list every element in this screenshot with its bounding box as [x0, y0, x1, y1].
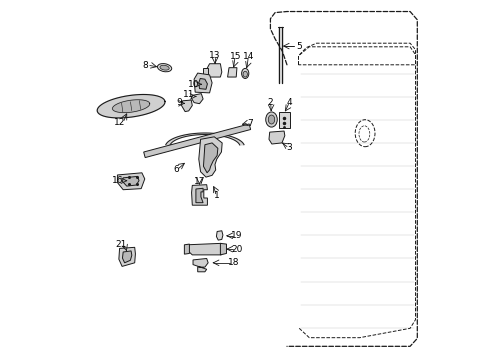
- Polygon shape: [203, 68, 208, 75]
- Polygon shape: [227, 68, 237, 77]
- Polygon shape: [206, 64, 222, 77]
- Polygon shape: [122, 176, 139, 186]
- Polygon shape: [191, 94, 203, 104]
- Polygon shape: [186, 243, 224, 255]
- Polygon shape: [199, 78, 207, 89]
- Polygon shape: [181, 100, 192, 112]
- Polygon shape: [220, 243, 226, 255]
- Polygon shape: [184, 244, 189, 254]
- Ellipse shape: [241, 68, 248, 78]
- Polygon shape: [117, 173, 144, 190]
- Text: 3: 3: [285, 143, 291, 152]
- Ellipse shape: [265, 112, 277, 127]
- Polygon shape: [216, 231, 223, 240]
- Polygon shape: [279, 112, 289, 128]
- Text: 6: 6: [173, 165, 179, 174]
- Text: 1: 1: [213, 192, 219, 200]
- Ellipse shape: [268, 115, 274, 124]
- Polygon shape: [112, 100, 149, 113]
- Text: 11: 11: [183, 90, 194, 99]
- Text: 4: 4: [286, 99, 292, 108]
- Text: 15: 15: [230, 53, 241, 62]
- Text: 5: 5: [296, 42, 302, 51]
- Text: 8: 8: [142, 61, 148, 70]
- Polygon shape: [199, 137, 222, 177]
- Text: 16: 16: [112, 176, 123, 185]
- Polygon shape: [191, 185, 207, 205]
- Text: 9: 9: [176, 98, 182, 107]
- Polygon shape: [203, 143, 218, 173]
- Ellipse shape: [243, 71, 247, 77]
- Polygon shape: [143, 124, 250, 158]
- Polygon shape: [268, 131, 284, 144]
- Polygon shape: [165, 133, 244, 145]
- Text: 10: 10: [187, 80, 199, 89]
- Text: 7: 7: [246, 119, 252, 128]
- Polygon shape: [196, 188, 203, 203]
- Polygon shape: [122, 251, 132, 263]
- Text: 12: 12: [113, 118, 124, 127]
- Ellipse shape: [160, 65, 169, 70]
- Text: 21: 21: [116, 240, 127, 249]
- Text: 19: 19: [230, 231, 242, 240]
- Text: 2: 2: [267, 99, 273, 108]
- Polygon shape: [97, 94, 164, 118]
- Text: 18: 18: [227, 258, 239, 267]
- Polygon shape: [119, 247, 135, 266]
- Text: 17: 17: [193, 177, 205, 186]
- Text: 20: 20: [230, 245, 242, 253]
- Polygon shape: [193, 258, 208, 272]
- Polygon shape: [194, 73, 212, 93]
- Text: 13: 13: [209, 51, 220, 60]
- Text: 14: 14: [243, 52, 254, 61]
- Ellipse shape: [157, 64, 171, 72]
